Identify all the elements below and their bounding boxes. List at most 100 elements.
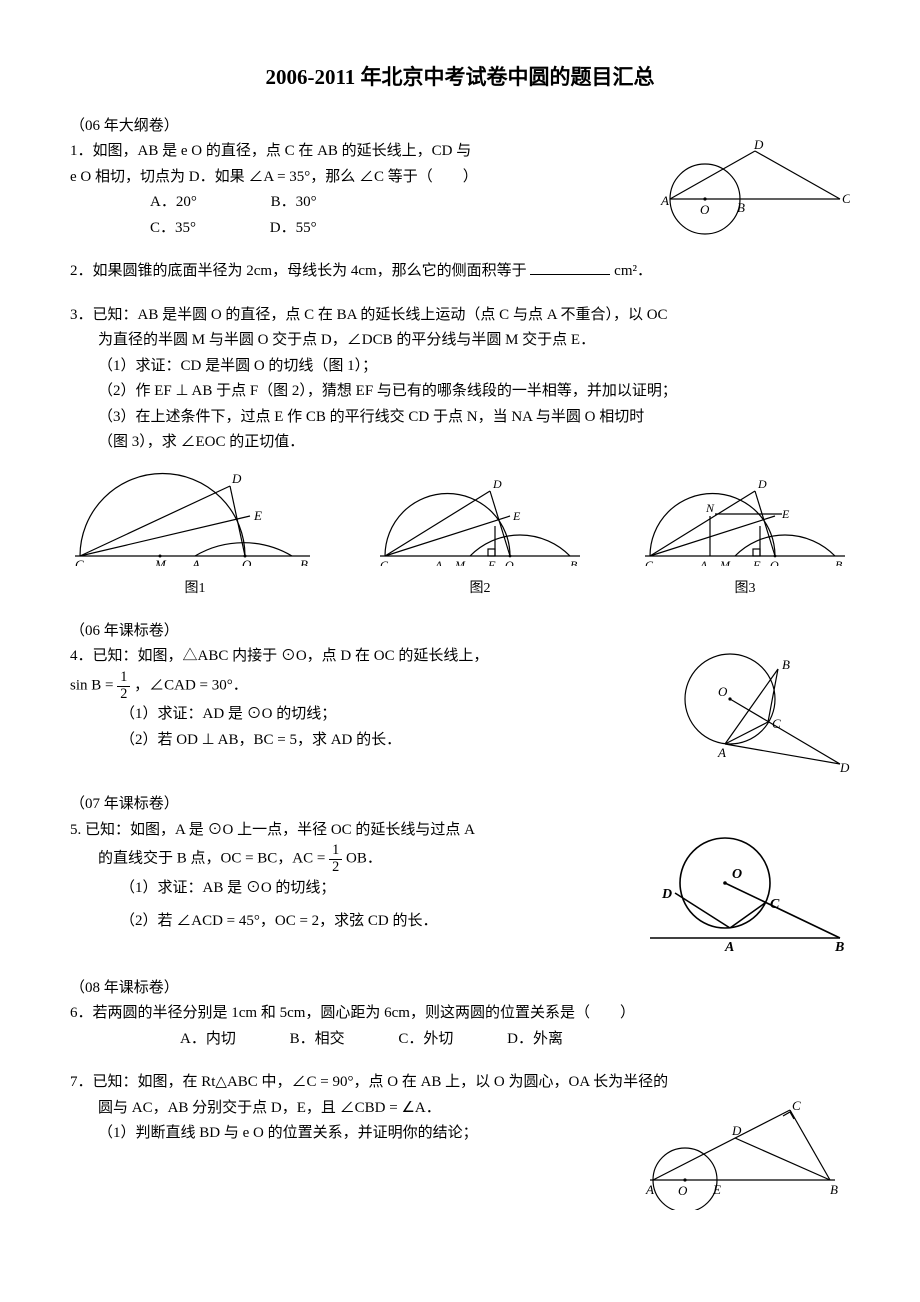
lbl-A: A [660, 193, 669, 208]
q3-figures: C M A O B D E 图1 [70, 466, 850, 601]
l: D [492, 477, 502, 491]
q3-fig1-label: 图1 [70, 577, 320, 601]
section-07-kebiao: （07 年课标卷） [70, 792, 850, 818]
q6-optB: B．相交 [290, 1027, 345, 1053]
lbl-C: C [842, 191, 850, 206]
l: D [661, 887, 672, 902]
l: O [242, 557, 252, 566]
l: F [752, 558, 761, 566]
q1-optB: B．30° [271, 190, 317, 216]
figure-q3-2: C A M F O B D E 图2 [375, 466, 585, 601]
q6-optC: C．外切 [398, 1027, 453, 1053]
q5-l2: 的直线交于 B 点，OC = BC，AC = 12 OB． [70, 843, 640, 875]
figure-q3-3: C A M F O B D E N 图3 [640, 466, 850, 601]
section-06-dagang: （06 年大纲卷） [70, 114, 850, 140]
q1-line1: 1．如图，AB 是 e O 的直径，点 C 在 AB 的延长线上，CD 与 [70, 139, 640, 165]
l: A [434, 558, 443, 566]
question-3: 3．已知：AB 是半圆 O 的直径，点 C 在 BA 的延长线上运动（点 C 与… [70, 303, 850, 601]
section-06-kebiao: （06 年课标卷） [70, 619, 850, 645]
q3-l1: 3．已知：AB 是半圆 O 的直径，点 C 在 BA 的延长线上运动（点 C 与… [70, 303, 850, 329]
l: F [487, 558, 496, 566]
q2-blank [530, 259, 610, 275]
q3-p4: （图 3），求 ∠EOC 的正切值． [70, 430, 850, 456]
question-6: 6．若两圆的半径分别是 1cm 和 5cm，圆心距为 6cm，则这两圆的位置关系… [70, 1001, 850, 1052]
question-5: O D C A B 5. 已知：如图，A 是 ⊙O 上一点，半径 OC 的延长线… [70, 818, 850, 958]
l: A [191, 557, 200, 566]
l: B [300, 557, 308, 566]
l: B [834, 940, 844, 955]
l: M [454, 558, 466, 566]
q3-fig3-label: 图3 [640, 577, 850, 601]
q6-stem: 6．若两圆的半径分别是 1cm 和 5cm，圆心距为 6cm，则这两圆的位置关系… [70, 1001, 850, 1027]
question-7: A O E B C D 7．已知：如图，在 Rt△ABC 中，∠C = 90°，… [70, 1070, 850, 1190]
q2-unit: cm²． [614, 263, 652, 279]
l: B [570, 558, 578, 566]
q4-l1: 4．已知：如图，△ABC 内接于 ⊙O，点 D 在 OC 的延长线上， [70, 644, 640, 670]
q5-l1: 5. 已知：如图，A 是 ⊙O 上一点，半径 OC 的延长线与过点 A [70, 818, 640, 844]
l: C [380, 558, 389, 566]
q5-p2: （2）若 ∠ACD = 45°，OC = 2，求弦 CD 的长． [70, 909, 640, 935]
l: A [717, 745, 726, 760]
q1-optC: C．35° [150, 216, 196, 242]
l: E [781, 507, 790, 521]
figure-q4: O B C A D [660, 644, 850, 784]
q1-line2: e O 相切，切点为 D．如果 ∠A = 35°，那么 ∠C 等于（ ） [70, 165, 640, 191]
q1-optA: A．20° [150, 190, 197, 216]
l: C [645, 558, 654, 566]
q7-l1: 7．已知：如图，在 Rt△ABC 中，∠C = 90°，点 O 在 AB 上，以… [70, 1070, 850, 1096]
t: sin B = [70, 678, 117, 694]
l: E [512, 509, 521, 523]
l: B [782, 657, 790, 672]
question-2: 2．如果圆锥的底面半径为 2cm，母线长为 4cm，那么它的侧面积等于 cm²． [70, 259, 850, 285]
l: O [718, 684, 728, 699]
l: A [699, 558, 708, 566]
q4-l2: sin B = 12 ，∠CAD = 30°． [70, 670, 640, 702]
t: OB． [346, 851, 382, 867]
l: A [724, 940, 734, 955]
l: B [830, 1182, 838, 1197]
question-1: A B C D O 1．如图，AB 是 e O 的直径，点 C 在 AB 的延长… [70, 139, 850, 241]
figure-q7: A O E B C D [640, 1100, 850, 1220]
lbl-D: D [753, 139, 764, 152]
l: E [712, 1182, 721, 1197]
t: 的直线交于 B 点，OC = BC，AC = [98, 851, 329, 867]
q1-optD: D．55° [270, 216, 317, 242]
l: D [731, 1123, 742, 1138]
q6-optD: D．外离 [507, 1027, 563, 1053]
q3-p3: （3）在上述条件下，过点 E 作 CB 的平行线交 CD 于点 N，当 NA 与… [70, 405, 850, 431]
l: M [719, 558, 731, 566]
l: C [792, 1100, 801, 1113]
l: B [835, 558, 843, 566]
l: C [772, 716, 781, 731]
l: O [505, 558, 514, 566]
l: A [645, 1182, 654, 1197]
l: C [75, 557, 84, 566]
q3-p2: （2）作 EF ⊥ AB 于点 F（图 2），猜想 EF 与已有的哪条线段的一半… [70, 379, 850, 405]
q4-p2: （2）若 OD ⊥ AB，BC = 5，求 AD 的长． [70, 728, 640, 754]
l: D [231, 471, 242, 486]
l: N [705, 501, 715, 515]
lbl-B: B [737, 200, 745, 215]
q2-stem: 2．如果圆锥的底面半径为 2cm，母线长为 4cm，那么它的侧面积等于 [70, 263, 527, 279]
l: O [770, 558, 779, 566]
l: D [839, 760, 850, 774]
q4-p1: （1）求证：AD 是 ⊙O 的切线； [70, 702, 640, 728]
question-4: O B C A D 4．已知：如图，△ABC 内接于 ⊙O，点 D 在 OC 的… [70, 644, 850, 774]
l: O [678, 1183, 688, 1198]
l: E [253, 508, 262, 523]
q3-fig2-label: 图2 [375, 577, 585, 601]
l: M [154, 557, 167, 566]
t: ，∠CAD = 30°． [134, 678, 248, 694]
l: O [732, 867, 742, 882]
page-title: 2006-2011 年北京中考试卷中圆的题目汇总 [70, 60, 850, 96]
figure-q3-1: C M A O B D E 图1 [70, 466, 320, 601]
lbl-O: O [700, 202, 710, 217]
l: D [757, 477, 767, 491]
figure-q1: A B C D O [650, 139, 850, 249]
section-08-kebiao: （08 年课标卷） [70, 976, 850, 1002]
q6-optA: A．内切 [180, 1027, 236, 1053]
l: C [770, 897, 780, 912]
q3-l2: 为直径的半圆 M 与半圆 O 交于点 D，∠DCB 的平分线与半圆 M 交于点 … [70, 328, 850, 354]
figure-q5: O D C A B [640, 828, 850, 968]
q5-p1: （1）求证：AB 是 ⊙O 的切线； [70, 876, 640, 902]
